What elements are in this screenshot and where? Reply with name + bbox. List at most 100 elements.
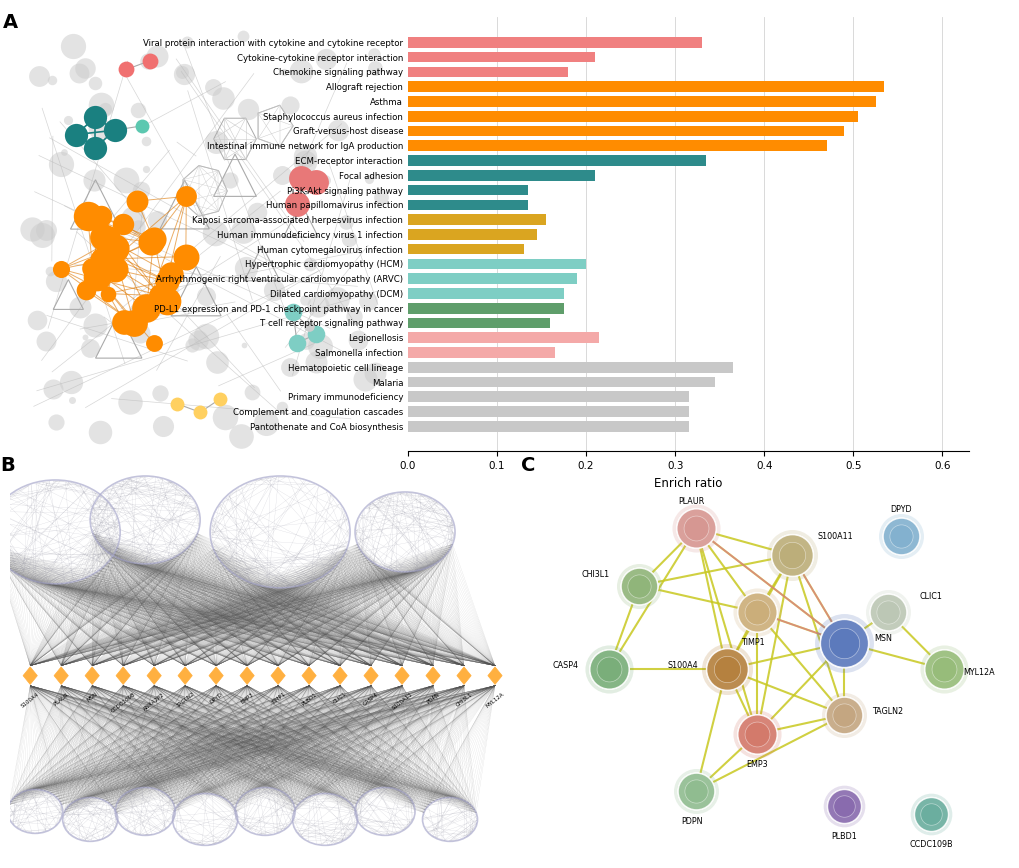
Point — [360, 293, 376, 307]
Point — [207, 227, 223, 240]
Text: S100A4: S100A4 — [667, 661, 698, 670]
Point — [132, 326, 149, 340]
Text: CCDC109B: CCDC109B — [110, 692, 137, 713]
Point — [198, 289, 214, 303]
Point — [308, 175, 324, 189]
Text: TIMP1: TIMP1 — [270, 692, 285, 706]
Text: TAGLN2: TAGLN2 — [871, 707, 903, 715]
Point — [87, 173, 103, 187]
Point — [126, 316, 143, 330]
Point — [56, 145, 72, 159]
Point — [292, 171, 309, 185]
Point — [160, 281, 176, 295]
Point — [121, 395, 138, 409]
Point — [878, 605, 895, 619]
Text: C: C — [521, 456, 535, 475]
Bar — [408, 185, 528, 195]
Point — [297, 149, 313, 163]
Point — [173, 65, 190, 79]
Point — [150, 286, 166, 300]
Point — [163, 267, 179, 281]
Text: MSN: MSN — [873, 635, 892, 643]
Point — [298, 333, 314, 347]
Bar — [408, 347, 554, 358]
Polygon shape — [394, 667, 409, 685]
Bar — [408, 155, 705, 166]
Bar — [408, 67, 568, 77]
Point — [149, 49, 165, 63]
Point — [329, 293, 345, 306]
Point — [836, 635, 852, 649]
Point — [717, 662, 734, 676]
Bar — [408, 37, 701, 48]
Point — [748, 605, 764, 619]
Point — [892, 529, 908, 543]
Point — [350, 332, 366, 346]
Point — [77, 61, 94, 75]
Point — [284, 306, 301, 319]
Point — [301, 319, 317, 332]
Point — [631, 579, 647, 593]
Text: S100A4: S100A4 — [20, 692, 40, 708]
Point — [232, 429, 249, 443]
Bar — [408, 318, 550, 328]
Polygon shape — [177, 667, 193, 685]
Point — [687, 522, 703, 536]
Polygon shape — [85, 667, 99, 685]
Point — [892, 529, 908, 543]
Point — [107, 123, 123, 137]
Text: DPYD: DPYD — [209, 692, 223, 705]
Point — [42, 264, 58, 278]
Point — [687, 522, 703, 536]
Point — [282, 303, 299, 317]
Point — [205, 80, 221, 94]
Point — [373, 190, 389, 204]
Point — [234, 30, 251, 43]
Point — [178, 35, 195, 49]
Point — [239, 102, 256, 116]
Polygon shape — [23, 667, 38, 685]
Point — [118, 62, 135, 76]
Text: EMP3: EMP3 — [239, 692, 254, 705]
Point — [367, 365, 383, 379]
Point — [92, 121, 108, 135]
X-axis label: Enrich ratio: Enrich ratio — [653, 477, 722, 490]
Text: PLBD1: PLBD1 — [301, 692, 317, 707]
Polygon shape — [239, 667, 254, 685]
Point — [922, 806, 938, 820]
Point — [258, 417, 274, 431]
Bar — [408, 377, 714, 387]
Point — [836, 799, 852, 813]
Point — [600, 662, 616, 676]
Text: PLBD1: PLBD1 — [830, 832, 856, 841]
Bar — [408, 96, 874, 107]
Point — [249, 205, 265, 219]
Point — [748, 727, 764, 740]
Polygon shape — [364, 667, 378, 685]
Text: EMP3: EMP3 — [746, 760, 767, 769]
Point — [114, 217, 130, 231]
Point — [152, 386, 168, 400]
Polygon shape — [332, 667, 346, 685]
Point — [836, 635, 852, 649]
Point — [208, 135, 224, 149]
Point — [88, 141, 104, 155]
Point — [77, 330, 94, 344]
Point — [129, 220, 146, 233]
Bar — [408, 259, 586, 269]
Point — [44, 74, 60, 88]
Polygon shape — [147, 667, 161, 685]
Point — [892, 529, 908, 543]
Polygon shape — [426, 667, 440, 685]
Point — [159, 274, 175, 288]
Point — [85, 261, 101, 275]
Polygon shape — [457, 667, 471, 685]
Point — [52, 262, 68, 276]
Bar — [408, 214, 545, 225]
Bar — [408, 421, 688, 431]
Point — [34, 228, 50, 242]
Point — [297, 293, 313, 307]
Bar — [408, 82, 883, 92]
Point — [143, 235, 159, 249]
Bar — [408, 273, 577, 284]
